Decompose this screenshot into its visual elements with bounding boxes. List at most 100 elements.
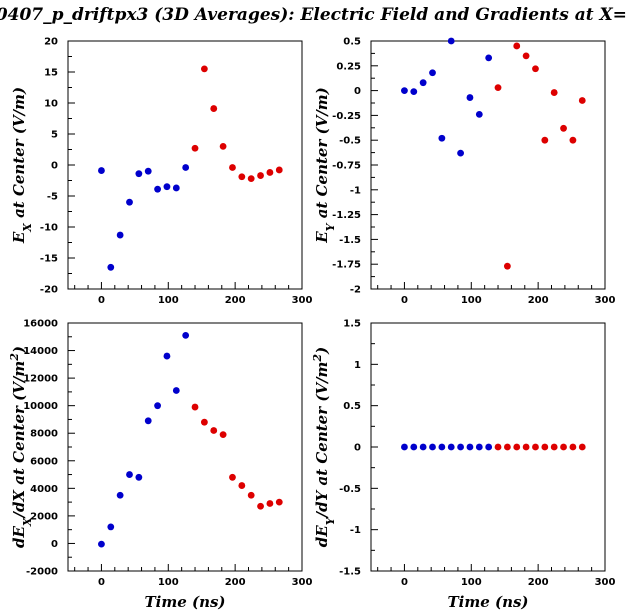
- panel-ex-ytick-label: -15: [40, 254, 58, 265]
- panel-dexdx-xtick-label: 300: [292, 577, 313, 588]
- panel-ey-point: [447, 37, 455, 45]
- panel-ey-point: [532, 65, 539, 73]
- panel-dexdx-ytick-label: 10000: [23, 401, 58, 412]
- panel-deydy-point: [578, 443, 586, 451]
- panel-ey-point: [410, 88, 418, 95]
- panel-dexdx-point: [210, 427, 218, 434]
- panel-deydy-ytick-label: -1: [350, 525, 361, 536]
- panel-dexdx-ytick-label: 4000: [30, 484, 58, 495]
- panel-ex-point: [266, 169, 274, 176]
- panel-dexdx-ytick-label: 0: [51, 539, 58, 550]
- panel-dexdx-ylabel: dEX/dX at Center (V/m2): [8, 346, 34, 548]
- panel-deydy-point: [522, 443, 530, 451]
- panel-ex-point: [229, 164, 236, 171]
- panel-dexdx-point: [98, 540, 105, 548]
- panel-deydy-xlabel: Time (ns): [447, 593, 528, 611]
- panel-ey-ytick-label: -1.75: [332, 260, 361, 271]
- panel-ex-xtick-label: 300: [292, 295, 313, 306]
- panel-ex-point: [200, 65, 208, 73]
- panel-dexdx: -200002000400060008000100001200014000160…: [8, 319, 313, 612]
- panel-ey: -2 -1.75 -1.5 -1.25 -1 -0.75 -0.5 -0.25 0 0.25 0.5…: [313, 37, 615, 307]
- panel-ex-point: [182, 164, 190, 171]
- panel-ex-point: [107, 263, 115, 271]
- panel-deydy-point: [475, 443, 483, 451]
- panel-ex-point: [154, 185, 161, 193]
- panel-deydy-point: [560, 443, 567, 451]
- panel-deydy-point: [419, 443, 427, 451]
- panel-ey-point: [429, 69, 436, 77]
- panel-ey-point: [475, 111, 483, 118]
- panel-deydy-point: [494, 443, 502, 451]
- panel-deydy-point: [532, 443, 539, 451]
- panel-dexdx-point: [135, 473, 143, 481]
- panel-dexdx-point: [257, 502, 264, 510]
- panel-deydy-point: [569, 443, 577, 451]
- panel-dexdx-point: [238, 482, 246, 489]
- panel-ey-frame: [370, 40, 606, 290]
- panel-deydy-point: [550, 443, 558, 451]
- panel-ey-point: [522, 52, 530, 60]
- panel-deydy-point: [513, 443, 521, 451]
- panel-ey-point: [560, 124, 567, 132]
- panel-deydy-point: [503, 443, 511, 451]
- panel-deydy-ytick-label: -0.5: [339, 484, 361, 495]
- panel-dexdx-point: [154, 402, 161, 410]
- panel-ex-point: [163, 183, 171, 191]
- panel-deydy-ytick-label: -1.5: [339, 567, 361, 578]
- panel-deydy-point: [485, 443, 493, 451]
- panel-ey-xtick-label: 100: [461, 295, 482, 306]
- panel-deydy-point: [401, 443, 408, 451]
- panel-deydy-point: [438, 443, 446, 451]
- panel-dexdx-point: [219, 431, 227, 438]
- panel-dexdx-ytick-label: -2000: [26, 567, 58, 578]
- figure-title: TS0407_p_driftpx3 (3D Averages): Electri…: [0, 5, 626, 25]
- panel-dexdx-point: [266, 500, 274, 507]
- panel-dexdx-xtick-label: 200: [225, 577, 246, 588]
- panel-dexdx-point: [182, 332, 190, 339]
- panel-dexdx-point: [107, 523, 115, 531]
- panel-ex-point: [135, 170, 143, 178]
- panel-ex-ytick-label: 10: [44, 99, 58, 110]
- panel-dexdx-xlabel: Time (ns): [144, 593, 225, 611]
- panel-dexdx-point: [247, 491, 255, 499]
- panel-ex-point: [116, 231, 124, 239]
- panel-ey-point: [569, 136, 577, 144]
- panel-ex-ytick-label: -10: [40, 223, 58, 234]
- panel-dexdx-point: [163, 352, 171, 360]
- panel-ex-series-1: [191, 65, 283, 183]
- panel-deydy-point: [466, 443, 474, 451]
- panel-ex-xtick-label: 0: [98, 295, 105, 306]
- panel-ey-ytick-label: -1.25: [332, 210, 361, 221]
- panel-ey-ytick-label: -1: [350, 185, 361, 196]
- panel-ey-ytick-label: -0.25: [332, 111, 361, 122]
- panel-ex-xtick-label: 100: [158, 295, 179, 306]
- panel-ex-ytick-label: 20: [44, 37, 58, 48]
- panel-ey-point: [401, 87, 408, 94]
- panel-ey-point: [550, 89, 558, 96]
- panel-ex-ytick-label: 15: [44, 68, 58, 79]
- panel-ey-xtick-label: 300: [595, 295, 616, 306]
- panel-dexdx-series-0: [98, 332, 190, 548]
- panel-deydy-point: [429, 443, 436, 451]
- panel-ey-ytick-label: 0.5: [343, 37, 361, 48]
- panel-ex-ytick-label: -20: [40, 285, 58, 296]
- panel-ey-ytick-label: -0.5: [339, 136, 361, 147]
- panel-ey-point: [541, 136, 549, 144]
- panel-deydy-ytick-label: 0.5: [343, 401, 361, 412]
- panel-deydy-series-0: [401, 443, 493, 451]
- panel-deydy-point: [447, 443, 455, 451]
- panel-ex-point: [126, 198, 133, 206]
- panel-ey-point: [466, 94, 474, 101]
- panel-dexdx-ytick-label: 2000: [30, 511, 58, 522]
- panel-ex-ylabel: EX at Center (V/m): [10, 87, 34, 244]
- panel-ey-ytick-label: 0: [354, 86, 361, 97]
- panel-ey-ytick-label: -0.75: [332, 161, 361, 172]
- panel-ey-point: [578, 97, 586, 104]
- panel-ex-point: [98, 167, 105, 174]
- panel-ex-ytick-label: 0: [51, 161, 58, 172]
- panel-dexdx-point: [229, 473, 236, 481]
- panel-dexdx-ytick-label: 8000: [30, 429, 58, 440]
- panel-dexdx-point: [275, 498, 283, 506]
